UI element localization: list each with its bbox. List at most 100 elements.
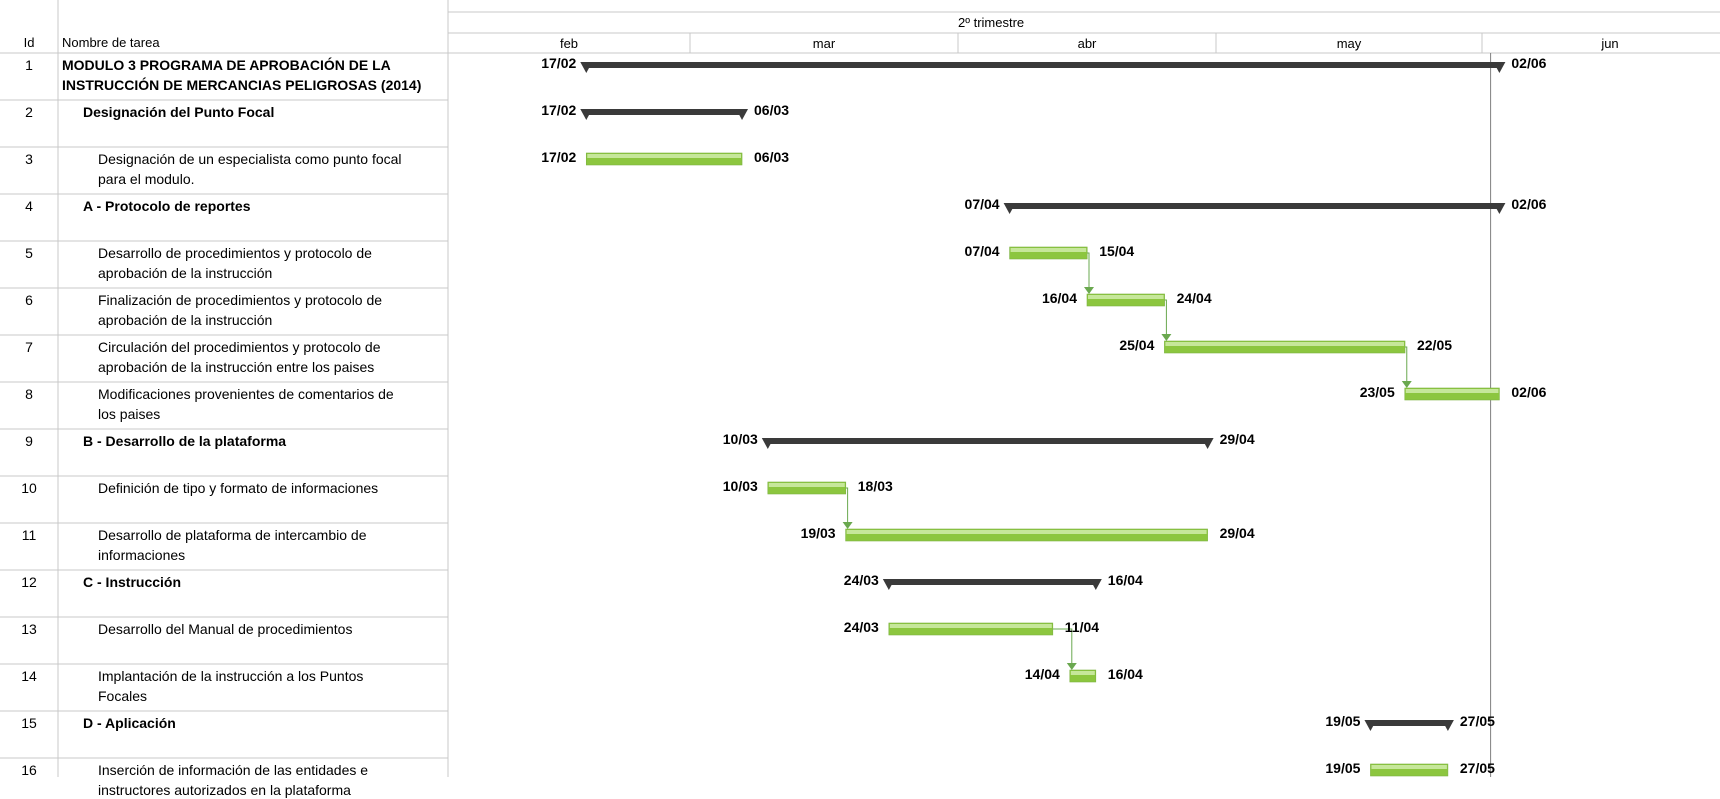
month-header-abr: abr: [1077, 36, 1097, 51]
task-id-11: 11: [21, 527, 37, 543]
start-label-1: 17/02: [541, 55, 577, 71]
end-label-2: 06/03: [754, 102, 790, 118]
summary-bar-9: [767, 438, 1208, 444]
task-bar-highlight-11: [846, 530, 1207, 534]
task-bar-highlight-7: [1165, 342, 1404, 346]
gantt-svg: [0, 0, 1720, 777]
end-label-6: 24/04: [1176, 290, 1212, 306]
end-label-10: 18/03: [857, 478, 893, 494]
task-id-16: 16: [21, 762, 37, 778]
task-bar-highlight-6: [1088, 295, 1164, 299]
task-name-16-line-0: Inserción de información de las entidade…: [98, 762, 369, 778]
task-bar-highlight-3: [587, 154, 742, 158]
task-id-4: 4: [25, 198, 33, 214]
task-name-1-line-1: INSTRUCCIÓN DE MERCANCIAS PELIGROSAS (20…: [62, 77, 422, 93]
summary-start-cap-4: [1003, 203, 1016, 214]
dependency-line-13-14: [1052, 628, 1073, 665]
task-id-14: 14: [21, 668, 37, 684]
task-id-7: 7: [25, 339, 33, 355]
task-name-6-line-0: Finalización de procedimientos y protoco…: [98, 292, 383, 308]
end-label-12: 16/04: [1107, 572, 1143, 588]
summary-end-cap-9: [1201, 438, 1214, 449]
task-id-15: 15: [21, 715, 37, 731]
task-name-1-line-0: MODULO 3 PROGRAMA DE APROBACIÓN DE LA: [62, 57, 391, 73]
task-bar-highlight-5: [1010, 248, 1087, 252]
end-label-3: 06/03: [754, 149, 790, 165]
start-label-9: 10/03: [722, 431, 758, 447]
start-label-16: 19/05: [1325, 760, 1361, 776]
summary-end-cap-15: [1441, 720, 1454, 731]
summary-start-cap-9: [761, 438, 774, 449]
summary-bar-2: [586, 109, 743, 115]
end-label-7: 22/05: [1416, 337, 1453, 353]
summary-end-cap-12: [1089, 579, 1102, 590]
quarter-header: 2º trimestre: [958, 15, 1025, 30]
task-id-10: 10: [21, 480, 37, 496]
task-id-3: 3: [25, 151, 33, 167]
name-column-header: Nombre de tarea: [62, 35, 160, 50]
end-label-1: 02/06: [1511, 55, 1547, 71]
task-name-8-line-1: los paises: [98, 406, 161, 422]
summary-start-cap-15: [1364, 720, 1377, 731]
task-name-2-line-0: Designación del Punto Focal: [83, 104, 275, 120]
end-label-8: 02/06: [1511, 384, 1547, 400]
start-label-7: 25/04: [1119, 337, 1155, 353]
start-label-14: 14/04: [1024, 666, 1060, 682]
start-label-10: 10/03: [722, 478, 758, 494]
task-name-15-line-0: D - Aplicación: [83, 715, 176, 731]
task-id-6: 6: [25, 292, 33, 308]
task-name-5-line-0: Desarrollo de procedimientos y protocolo…: [98, 245, 372, 261]
task-bar-highlight-13: [889, 624, 1052, 628]
dependency-line-7-8: [1404, 346, 1408, 383]
task-name-3-line-0: Designación de un especialista como punt…: [98, 151, 402, 167]
task-bar-highlight-16: [1371, 765, 1447, 769]
task-name-5-line-1: aprobación de la instrucción: [98, 265, 273, 281]
end-label-9: 29/04: [1219, 431, 1255, 447]
task-name-3-line-1: para el modulo.: [98, 171, 195, 187]
dependency-arrow-5-6: [1084, 287, 1094, 294]
task-bar-highlight-10: [768, 483, 845, 487]
summary-bar-4: [1009, 203, 1500, 209]
dependency-arrow-10-11: [842, 522, 853, 529]
task-id-8: 8: [25, 386, 33, 402]
task-name-7-line-0: Circulación del procedimientos y protoco…: [98, 339, 381, 355]
start-label-15: 19/05: [1325, 713, 1361, 729]
task-name-13-line-0: Desarrollo del Manual de procedimientos: [98, 621, 353, 637]
summary-bar-12: [888, 579, 1096, 585]
task-name-11-line-0: Desarrollo de plataforma de intercambio …: [98, 527, 367, 543]
task-name-10-line-0: Definición de tipo y formato de informac…: [98, 480, 379, 496]
task-name-16-line-1: instructores autorizados en la plataform…: [98, 782, 351, 798]
dependency-line-10-11: [845, 487, 849, 524]
start-label-13: 24/03: [843, 619, 879, 635]
task-name-4-line-0: A - Protocolo de reportes: [83, 198, 251, 214]
task-name-11-line-1: informaciones: [98, 547, 186, 563]
task-name-6-line-1: aprobación de la instrucción: [98, 312, 273, 328]
task-name-7-line-1: aprobación de la instrucción entre los p…: [98, 359, 375, 375]
summary-end-cap-4: [1493, 203, 1506, 214]
task-name-9-line-0: B - Desarrollo de la plataforma: [83, 433, 287, 449]
task-id-2: 2: [25, 104, 33, 120]
end-label-14: 16/04: [1107, 666, 1143, 682]
task-name-12-line-0: C - Instrucción: [83, 574, 182, 590]
task-id-1: 1: [25, 57, 33, 73]
end-label-16: 27/05: [1459, 760, 1495, 776]
start-label-4: 07/04: [964, 196, 1000, 212]
summary-end-cap-2: [736, 109, 749, 120]
dependency-arrow-7-8: [1401, 381, 1412, 388]
start-label-5: 07/04: [964, 243, 1000, 259]
start-label-3: 17/02: [541, 149, 577, 165]
id-column-header: Id: [23, 35, 35, 50]
task-id-12: 12: [21, 574, 37, 590]
dependency-line-6-7: [1164, 299, 1167, 336]
month-header-mar: mar: [812, 36, 836, 51]
summary-bar-15: [1370, 720, 1448, 726]
end-label-15: 27/05: [1459, 713, 1495, 729]
summary-end-cap-1: [1493, 62, 1506, 73]
dependency-line-5-6: [1087, 252, 1090, 289]
start-label-11: 19/03: [800, 525, 836, 541]
summary-start-cap-12: [882, 579, 895, 590]
month-header-feb: feb: [559, 36, 579, 51]
summary-start-cap-1: [580, 62, 593, 73]
task-name-8-line-0: Modificaciones provenientes de comentari…: [98, 386, 394, 402]
month-header-may: may: [1336, 36, 1362, 51]
